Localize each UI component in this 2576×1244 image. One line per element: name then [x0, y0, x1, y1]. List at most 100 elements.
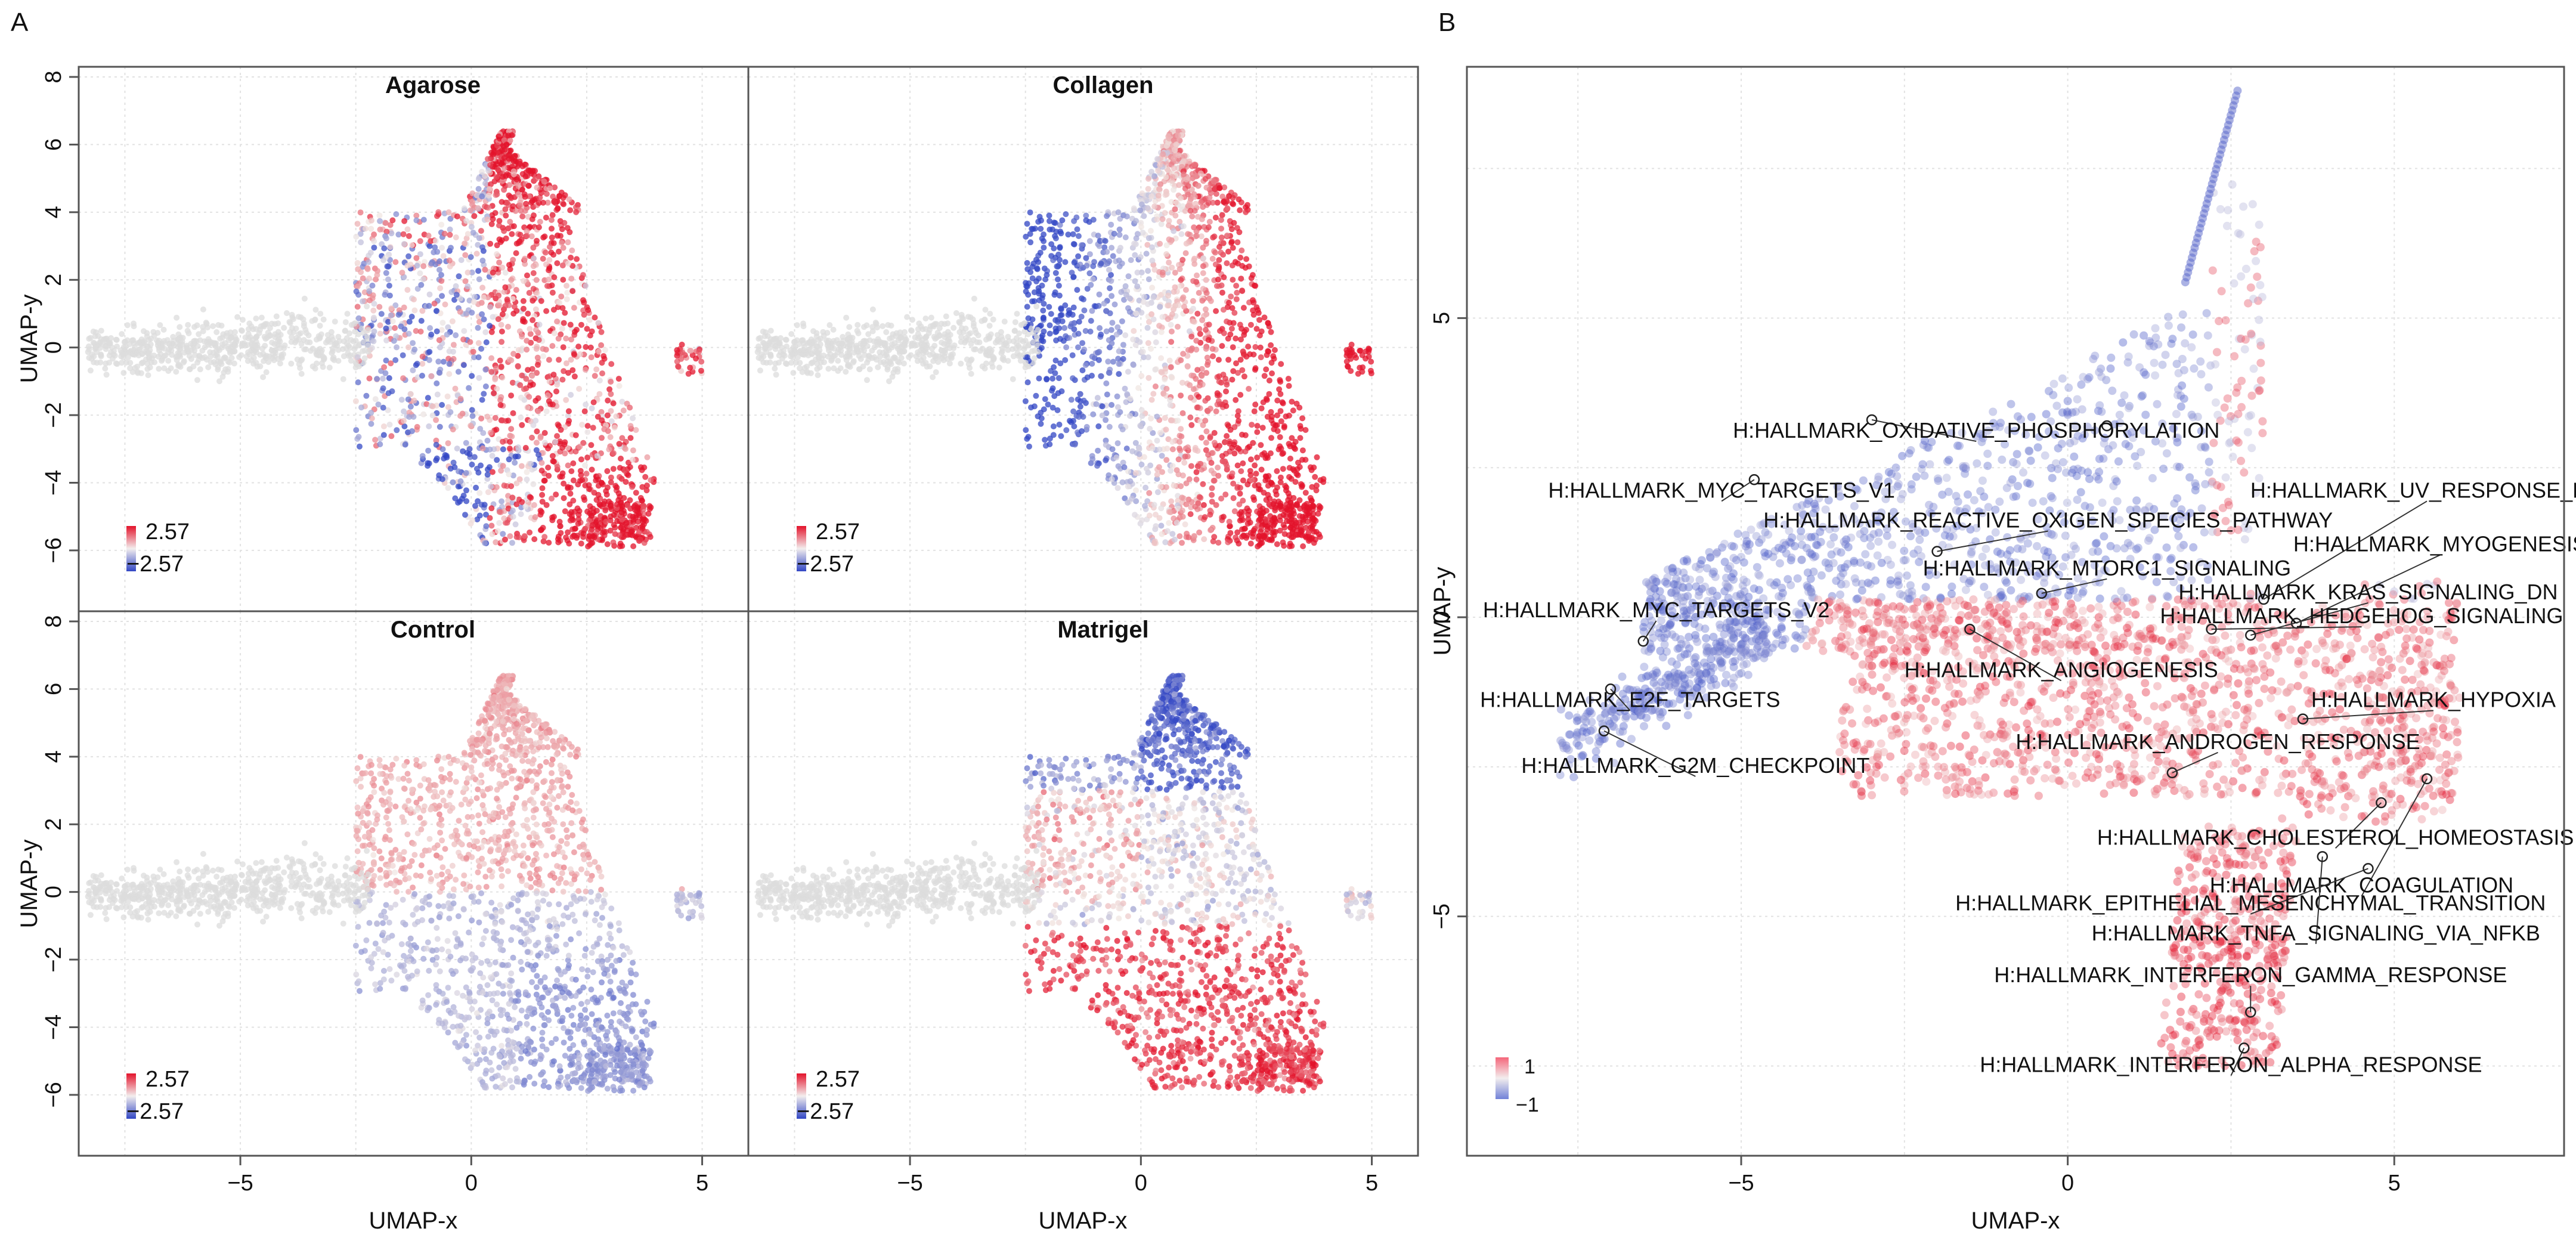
scatter-point [475, 268, 482, 274]
scatter-point [491, 390, 497, 397]
scatter-point [494, 242, 500, 249]
scatter-point [585, 307, 592, 313]
scatter-point [1193, 476, 1200, 482]
scatter-point [488, 221, 495, 227]
scatter-point [884, 364, 891, 370]
scatter-point [1080, 413, 1086, 420]
scatter-point [1222, 491, 1229, 498]
scatter-point [1063, 427, 1070, 434]
scatter-point [481, 294, 487, 301]
scatter-point [554, 433, 561, 440]
scatter-point [388, 360, 394, 367]
scatter-point [518, 208, 524, 214]
scatter-point [505, 497, 512, 504]
scatter-point [380, 423, 387, 429]
scatter-point [1138, 373, 1145, 379]
scatter-point [1307, 495, 1314, 501]
scatter-point [860, 338, 866, 345]
scatter-point [551, 330, 558, 336]
scatter-point [562, 450, 568, 457]
scatter-point [512, 453, 519, 460]
scatter-point [524, 404, 531, 411]
scatter-point [1140, 299, 1147, 305]
scatter-point [801, 365, 808, 371]
scatter-point [298, 330, 304, 336]
scatter-point [258, 314, 265, 321]
scatter-point [392, 325, 398, 331]
scatter-point [562, 310, 568, 316]
scatter-point [1169, 463, 1176, 469]
scatter-point [1272, 507, 1278, 513]
scatter-point [1151, 173, 1158, 180]
scatter-point [999, 345, 1006, 352]
scatter-point [864, 377, 870, 383]
scatter-point [512, 521, 519, 528]
scatter-point [1178, 231, 1185, 237]
scatter-point [1254, 423, 1261, 429]
scatter-point [537, 218, 543, 225]
scatter-point [94, 360, 100, 366]
scatter-point [515, 346, 522, 353]
scatter-point [1211, 233, 1218, 240]
scatter-point [370, 315, 377, 321]
scatter-point [630, 516, 637, 523]
scatter-point [462, 252, 469, 258]
scatter-point [1106, 423, 1113, 430]
scatter-point [487, 162, 494, 168]
scatter-point [303, 346, 309, 352]
scatter-point [194, 377, 200, 383]
scatter-point [581, 299, 587, 306]
scatter-point [1265, 348, 1272, 355]
scatter-point [1003, 340, 1010, 346]
scatter-point [527, 529, 533, 536]
scatter-point [120, 351, 126, 357]
scatter-point [413, 328, 419, 334]
scatter-point [534, 237, 540, 244]
scatter-point [779, 355, 785, 362]
scatter-point [640, 518, 646, 525]
scatter-point [1023, 427, 1029, 434]
scatter-point [1307, 464, 1314, 471]
scatter-point [532, 398, 539, 404]
scatter-point [962, 338, 969, 344]
scatter-point [565, 408, 572, 414]
scatter-point [1230, 480, 1237, 487]
scatter-point [238, 352, 244, 358]
scatter-point [469, 269, 475, 276]
scatter-point [326, 364, 333, 371]
scatter-point [294, 356, 301, 363]
scatter-point [1163, 242, 1170, 249]
scatter-point [1178, 392, 1184, 399]
scatter-point [475, 185, 482, 192]
scatter-point [527, 382, 533, 389]
scatter-point [521, 278, 527, 284]
scatter-point [1146, 490, 1153, 496]
scatter-point [1236, 229, 1243, 236]
scatter-point [401, 218, 408, 224]
scatter-point [533, 327, 539, 333]
scatter-point [578, 472, 584, 478]
scatter-point [1194, 272, 1200, 278]
scatter-point [1166, 357, 1173, 364]
scatter-point [509, 494, 516, 501]
scatter-point [87, 367, 94, 374]
scatter-point [1035, 259, 1042, 265]
scatter-point [538, 298, 544, 304]
scatter-point [1200, 263, 1206, 270]
scatter-point [798, 337, 805, 344]
scatter-point [475, 354, 482, 361]
scatter-point [1296, 404, 1303, 411]
scatter-point [417, 251, 423, 258]
scatter-point [1283, 413, 1289, 420]
scatter-point [109, 355, 116, 362]
scatter-point [589, 405, 595, 411]
scatter-point [301, 323, 307, 329]
scatter-point [469, 310, 475, 316]
scatter-point [1234, 289, 1240, 296]
scatter-point [498, 321, 504, 328]
scatter-point [508, 426, 515, 432]
scatter-point [987, 311, 993, 317]
scatter-point [1203, 428, 1210, 435]
scatter-point [1286, 474, 1292, 480]
scatter-point [1114, 440, 1121, 447]
